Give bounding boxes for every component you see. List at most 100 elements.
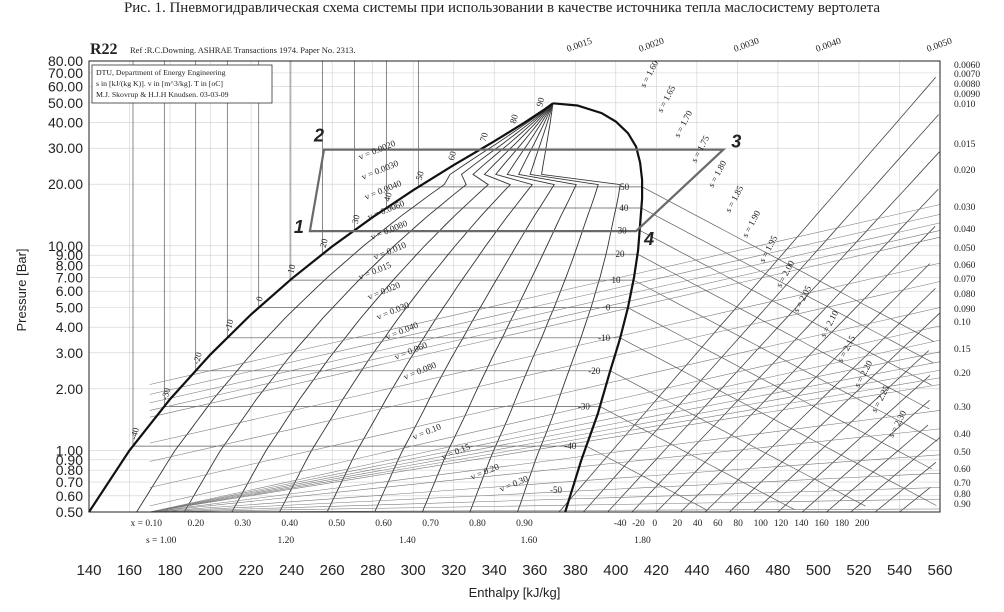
isotherm-label: 160 (814, 519, 829, 529)
isentrope-label: s = 1.65 (655, 83, 678, 114)
isochore-right-label: 0.090 (954, 305, 976, 315)
isotherm-label: -30 (160, 386, 173, 401)
y-tick-label: 0.80 (56, 462, 83, 478)
isentrope-line (777, 375, 931, 513)
isentrope-line (729, 313, 940, 513)
isochore-line (149, 384, 941, 513)
plot-frame (88, 60, 941, 513)
y-tick-label: 0.50 (56, 504, 83, 520)
isotherm-label: -20 (632, 519, 645, 529)
quality-label: 0.40 (281, 519, 298, 529)
isochore-line (149, 454, 941, 513)
isotherm-line (289, 61, 938, 442)
isochore-right-label: 0.10 (954, 318, 971, 328)
x-tick-label: 140 (76, 562, 101, 579)
isotherm-label: 30 (350, 213, 362, 225)
x-tick-label: 300 (401, 562, 426, 579)
quality-label: 0.70 (422, 519, 439, 529)
y-tick-label: 9.00 (56, 247, 83, 263)
isotherm-label: 40 (693, 519, 703, 529)
y-tick-label: 20.00 (48, 176, 83, 192)
isochore-right-label: 0.070 (954, 275, 976, 285)
isochore-right-label: 0.0080 (954, 80, 980, 90)
isotherm-label: 120 (774, 519, 789, 529)
quality-label: 0.60 (375, 519, 392, 529)
isentrope-line (656, 226, 936, 513)
quality-line (183, 102, 554, 513)
isotherm-line (163, 61, 795, 510)
y-tick-label: 0.70 (56, 474, 83, 490)
isochore-right-label: 0.15 (954, 345, 971, 355)
isentrope-line (801, 399, 930, 513)
isentrope-line (607, 151, 940, 513)
isochore-label: v = 0.040 (384, 320, 420, 342)
isochore-right-label: 0.030 (954, 203, 976, 213)
isochore-line (149, 428, 941, 513)
y-tick-label: 30.00 (48, 140, 83, 156)
isentrope-label: s = 2.20 (852, 358, 875, 389)
y-tick-label: 6.00 (56, 283, 83, 299)
isochore-line (149, 222, 941, 404)
isochore-line (149, 498, 941, 513)
isochore-right-label: 0.20 (954, 369, 971, 379)
isochore-top-label: 0.0030 (733, 36, 761, 54)
isotherm-label: 180 (835, 519, 850, 529)
legend-box (91, 64, 273, 104)
x-tick-label: 340 (482, 562, 507, 579)
x-tick-label: 240 (279, 562, 304, 579)
isotherm-label: 100 (754, 519, 769, 529)
isochore-label: v = 0.010 (372, 240, 408, 262)
quality-label: 0.50 (328, 519, 345, 529)
isotherm-label: -10 (223, 318, 236, 333)
isochore-line (149, 307, 941, 488)
quality-line (421, 103, 577, 513)
isochore-line (149, 361, 941, 513)
entropy-label: 1.40 (399, 536, 416, 546)
isochore-line (149, 377, 941, 513)
isochore-right-label: 0.080 (954, 290, 976, 300)
isotherm-label: 60 (446, 150, 458, 162)
isochore-label: v = 0.015 (357, 260, 393, 282)
x-tick-label: 440 (684, 562, 709, 579)
isentrope-label: s = 1.85 (723, 183, 746, 214)
isotherm-label: 0 (254, 295, 265, 302)
isochore-top-label: 0.0020 (638, 36, 666, 54)
isentrope-line (583, 114, 939, 513)
isentrope-line (558, 77, 937, 513)
isotherm-label: 30 (618, 225, 628, 235)
y-tick-label: 40.00 (48, 115, 83, 131)
saturated-vapor-line (552, 102, 644, 513)
isotherm-line (226, 61, 937, 506)
entropy-label: 1.20 (278, 536, 295, 546)
y-tick-label: 80.00 (48, 53, 83, 69)
x-tick-label: 180 (158, 562, 183, 579)
isochore-right-label: 0.50 (954, 448, 971, 458)
isochore-right-label: 0.015 (954, 140, 976, 150)
x-tick-label: 560 (927, 562, 952, 579)
isochore-line (149, 410, 941, 513)
isochore-line (149, 204, 941, 385)
isochore-label: v = 0.20 (469, 461, 501, 482)
x-tick-label: 200 (198, 562, 223, 579)
chart-reference: Ref :R.C.Downing. ASHRAE Transactions 19… (130, 45, 356, 55)
isochore-line (149, 230, 941, 411)
isochore-line (149, 281, 941, 462)
cycle-point-label: 2 (313, 126, 324, 146)
isotherm-label: -20 (191, 351, 204, 366)
cycle-point-label: 3 (731, 132, 741, 152)
isotherm-label: 0 (652, 519, 657, 529)
isochore-label: v = 0.0030 (360, 158, 400, 182)
isentrope-line (704, 288, 936, 513)
x-tick-label: 260 (320, 562, 345, 579)
x-tick-label: 400 (603, 562, 628, 579)
x-tick-label: 220 (239, 562, 264, 579)
y-tick-label: 10.00 (48, 238, 83, 254)
entropy-label: s = 1.00 (146, 536, 177, 546)
isotherm-label: -30 (578, 401, 590, 411)
isentrope-label: s = 1.90 (740, 208, 763, 239)
isotherm-label: 10 (612, 275, 622, 285)
quality-line (469, 103, 599, 513)
x-tick-label: 320 (441, 562, 466, 579)
x-tick-label: 460 (725, 562, 750, 579)
legend-line: DTU, Department of Energy Engineering (96, 68, 226, 77)
